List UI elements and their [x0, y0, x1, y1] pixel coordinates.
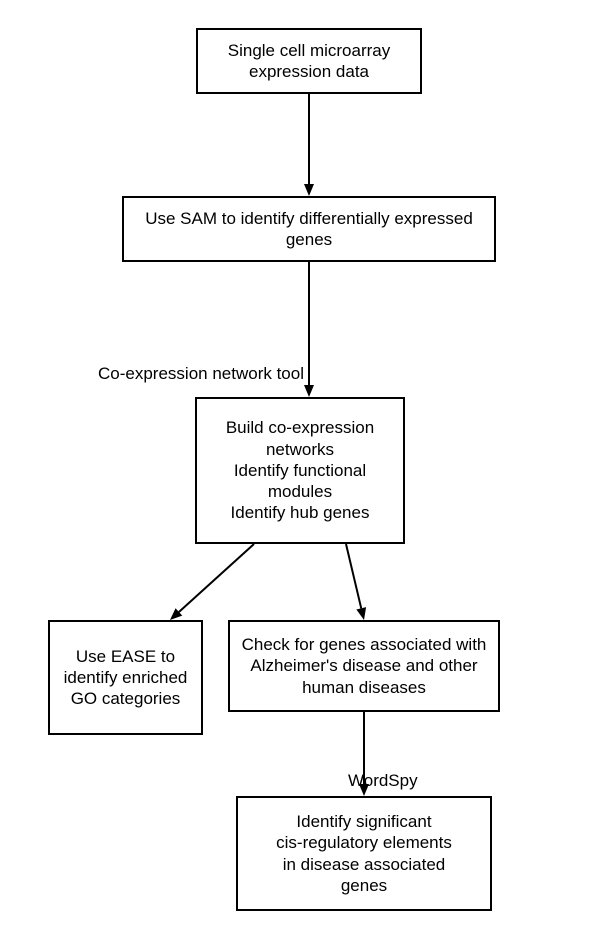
- node-disease-check: Check for genes associated with Alzheime…: [228, 620, 500, 712]
- node-text: Check for genes associated with Alzheime…: [238, 634, 490, 698]
- node-text: Use EASE to identify enriched GO categor…: [58, 646, 193, 710]
- node-text: Use SAM to identify differentially expre…: [130, 208, 488, 251]
- node-expression-data: Single cell microarrayexpression data: [196, 28, 422, 94]
- label-text: Co-expression network tool: [98, 364, 304, 383]
- node-sam: Use SAM to identify differentially expre…: [122, 196, 496, 262]
- label-wordspy: WordSpy: [348, 770, 418, 791]
- node-text: Identify significantcis-regulatory eleme…: [276, 811, 452, 896]
- node-cis-regulatory: Identify significantcis-regulatory eleme…: [236, 796, 492, 911]
- node-coexpression: Build co-expressionnetworksIdentify func…: [195, 397, 405, 544]
- label-coexpression-tool: Co-expression network tool: [98, 363, 304, 384]
- label-text: WordSpy: [348, 771, 418, 790]
- node-text: Build co-expressionnetworksIdentify func…: [226, 417, 374, 523]
- node-text: Single cell microarrayexpression data: [228, 40, 391, 83]
- node-ease: Use EASE to identify enriched GO categor…: [48, 620, 203, 735]
